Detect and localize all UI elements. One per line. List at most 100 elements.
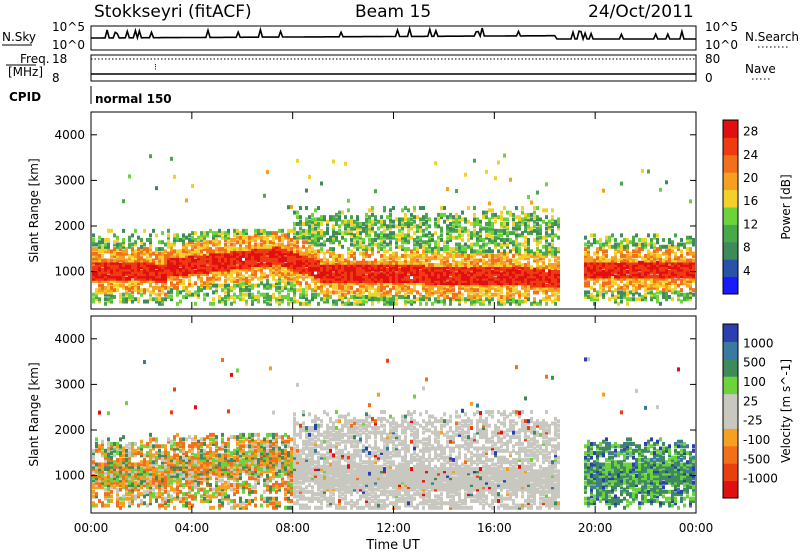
range-cell [155, 281, 158, 286]
range-cell [434, 217, 437, 222]
range-cell [620, 242, 623, 247]
range-cell [473, 283, 476, 288]
range-cell [236, 265, 239, 270]
range-cell [269, 233, 272, 238]
range-cell [656, 279, 659, 284]
range-cell [92, 448, 95, 453]
range-cell [416, 251, 419, 256]
range-cell [128, 451, 131, 456]
range-cell [230, 294, 233, 299]
range-cell [323, 269, 326, 274]
range-cell [380, 265, 383, 270]
range-cell [554, 265, 557, 270]
range-cell [644, 288, 647, 293]
range-cell [404, 235, 407, 240]
range-cell [542, 256, 545, 261]
range-cell [140, 251, 143, 256]
range-cell [263, 247, 266, 252]
range-cell [683, 244, 686, 249]
range-cell [311, 226, 314, 231]
range-cell [215, 256, 218, 261]
range-cell [383, 240, 386, 245]
range-cell [671, 297, 674, 302]
range-cell [296, 267, 299, 272]
range-cell [491, 231, 494, 236]
range-cell [671, 288, 674, 293]
range-cell [650, 251, 653, 256]
range-cell [662, 279, 665, 284]
range-cell [623, 237, 626, 242]
range-cell [149, 457, 152, 462]
range-cell [257, 263, 260, 268]
range-cell [320, 288, 323, 293]
range-cell [251, 258, 254, 263]
range-cell [539, 235, 542, 240]
range-cell [158, 274, 161, 279]
range-cell [548, 258, 551, 263]
range-cell [95, 297, 98, 302]
range-cell [161, 288, 164, 293]
range-cell [224, 237, 227, 242]
range-cell [128, 457, 131, 462]
range-cell [122, 446, 125, 451]
range-cell [494, 258, 497, 263]
range-cell [353, 301, 356, 306]
range-cell [125, 269, 128, 274]
range-cell [263, 292, 266, 297]
range-cell [362, 274, 365, 279]
range-cell [227, 228, 230, 233]
range-cell [434, 240, 437, 245]
range-cell [296, 260, 299, 265]
range-cell [659, 260, 662, 265]
range-cell [248, 265, 251, 270]
range-cell [254, 265, 257, 270]
range-cell [668, 253, 671, 258]
range-cell [122, 473, 125, 478]
range-cell [392, 251, 395, 256]
range-cell [443, 267, 446, 272]
range-cell [614, 265, 617, 270]
range-cell [434, 290, 437, 295]
range-cell [647, 265, 650, 270]
range-cell [149, 265, 152, 270]
range-cell [482, 210, 485, 215]
range-cell [389, 274, 392, 279]
range-cell [344, 231, 347, 236]
range-cell [224, 279, 227, 284]
range-cell [614, 258, 617, 263]
range-cell [230, 247, 233, 252]
range-cell [260, 258, 263, 263]
range-cell [509, 212, 512, 217]
range-cell [590, 260, 593, 265]
range-cell [122, 457, 125, 462]
range-cell [95, 492, 98, 497]
range-cell [368, 263, 371, 268]
range-cell [446, 283, 449, 288]
range-cell [161, 272, 164, 277]
range-cell [554, 219, 557, 224]
range-cell [110, 455, 113, 460]
range-cell [374, 237, 377, 242]
range-cell [509, 260, 512, 265]
range-cell [518, 247, 521, 252]
range-cell [425, 219, 428, 224]
range-cell [389, 231, 392, 236]
range-cell [119, 263, 122, 268]
range-cell [590, 274, 593, 279]
range-cell [269, 265, 272, 270]
range-cell [92, 242, 95, 247]
range-cell [236, 231, 239, 236]
range-cell [386, 269, 389, 274]
range-cell [530, 283, 533, 288]
range-cell [296, 215, 299, 220]
range-cell [191, 265, 194, 270]
range-cell [500, 258, 503, 263]
range-cell [128, 462, 131, 467]
range-cell [656, 276, 659, 281]
range-cell [404, 299, 407, 304]
range-cell [626, 247, 629, 252]
range-cell [425, 283, 428, 288]
range-cell [131, 279, 134, 284]
range-cell [473, 212, 476, 217]
range-cell [593, 274, 596, 279]
